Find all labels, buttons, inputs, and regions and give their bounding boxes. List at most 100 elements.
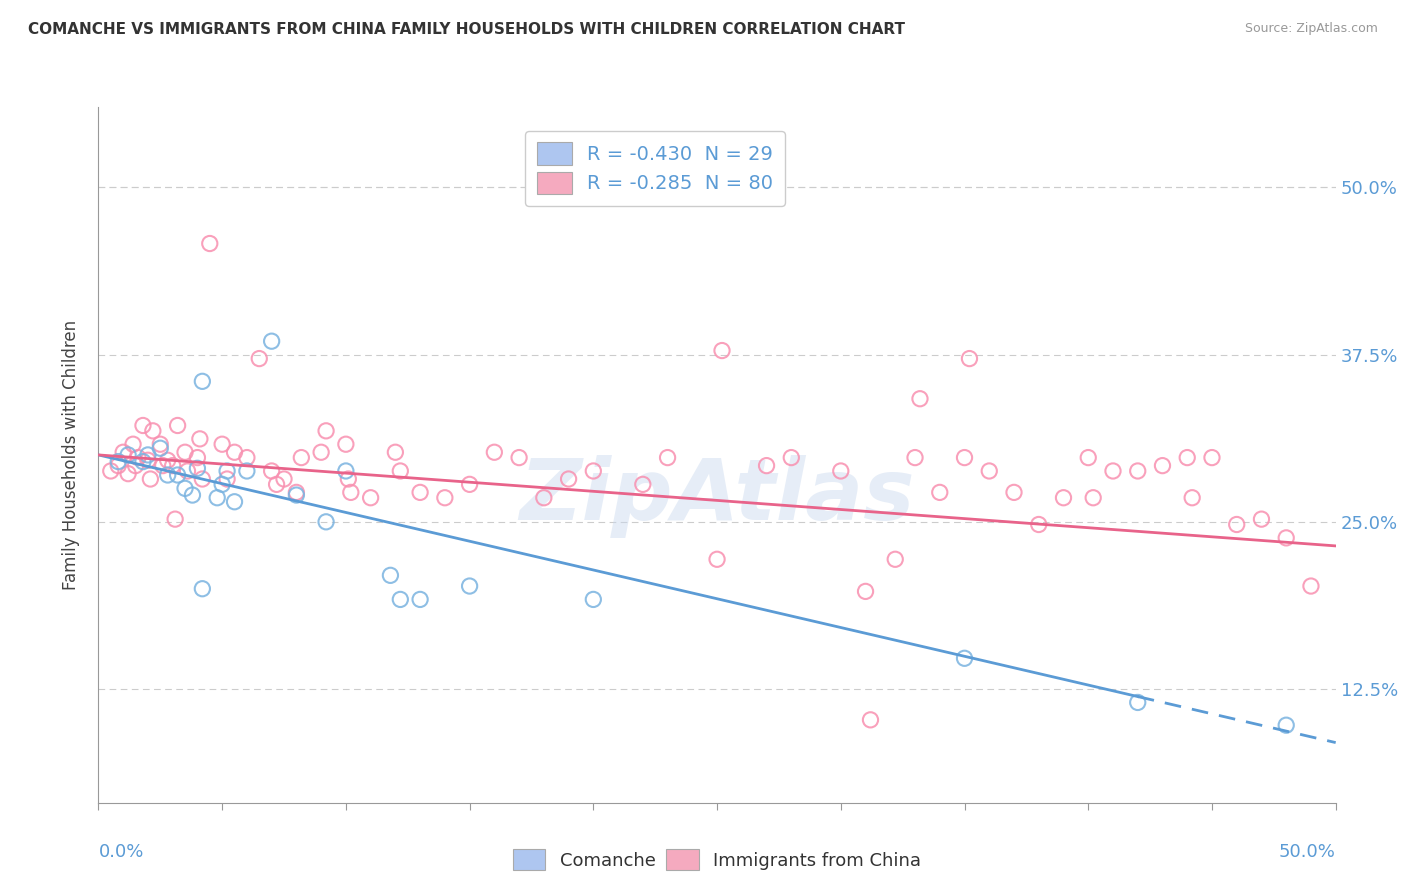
Point (198, 236, 221, 251)
Point (657, 450, 679, 465)
Point (211, 437, 233, 451)
Point (142, 424, 165, 438)
Point (508, 450, 530, 465)
Point (188, 432, 211, 446)
Point (236, 450, 259, 465)
Point (107, 455, 129, 469)
Point (1002, 485, 1025, 500)
Point (389, 464, 412, 478)
Point (335, 464, 357, 478)
Point (273, 472, 295, 486)
Point (884, 552, 907, 566)
Point (1275, 531, 1298, 545)
Point (384, 445, 406, 459)
Text: Source: ZipAtlas.com: Source: ZipAtlas.com (1244, 22, 1378, 36)
Point (1299, 579, 1322, 593)
Point (953, 450, 976, 465)
Point (582, 464, 605, 478)
Point (285, 488, 308, 502)
Point (315, 515, 337, 529)
Point (132, 455, 155, 469)
Point (186, 450, 208, 465)
Point (174, 445, 197, 459)
Point (908, 392, 931, 406)
Point (1126, 696, 1149, 710)
Point (360, 491, 382, 505)
Point (124, 458, 146, 473)
Point (1052, 491, 1074, 505)
Point (706, 552, 728, 566)
Point (290, 450, 312, 465)
Point (953, 651, 976, 665)
Point (1275, 718, 1298, 732)
Point (904, 450, 927, 465)
Point (152, 458, 174, 473)
Point (205, 491, 228, 505)
Point (855, 584, 877, 599)
Point (1250, 512, 1272, 526)
Point (117, 467, 139, 481)
Point (1083, 491, 1105, 505)
Point (1226, 517, 1249, 532)
Point (247, 351, 270, 366)
Point (217, 472, 239, 486)
Point (211, 477, 233, 491)
Point (780, 450, 803, 465)
Point (166, 468, 188, 483)
Point (166, 418, 188, 433)
Point (149, 437, 172, 451)
Point (156, 468, 179, 483)
Point (149, 442, 172, 456)
Point (337, 472, 360, 486)
Point (1152, 458, 1174, 473)
Point (176, 464, 198, 478)
Point (191, 375, 214, 389)
Point (136, 453, 159, 467)
Point (484, 445, 506, 459)
Text: 0.0%: 0.0% (98, 843, 143, 861)
Text: COMANCHE VS IMMIGRANTS FROM CHINA FAMILY HOUSEHOLDS WITH CHILDREN CORRELATION CH: COMANCHE VS IMMIGRANTS FROM CHINA FAMILY… (28, 22, 905, 37)
Point (389, 592, 412, 607)
Point (830, 464, 852, 478)
Point (1175, 450, 1198, 465)
Legend: Comanche, Immigrants from China: Comanche, Immigrants from China (506, 842, 928, 877)
Point (100, 464, 122, 478)
Text: ZipAtlas: ZipAtlas (519, 455, 915, 538)
Point (533, 491, 555, 505)
Point (582, 592, 605, 607)
Point (112, 445, 135, 459)
Point (458, 579, 481, 593)
Point (132, 418, 155, 433)
Point (755, 458, 778, 473)
Point (224, 494, 246, 508)
Point (1077, 450, 1099, 465)
Point (260, 334, 283, 349)
Point (191, 472, 214, 486)
Point (315, 424, 337, 438)
Point (380, 568, 402, 582)
Point (224, 445, 246, 459)
Point (165, 512, 187, 526)
Point (122, 437, 145, 451)
Point (458, 477, 481, 491)
Text: 50.0%: 50.0% (1279, 843, 1336, 861)
Point (191, 582, 214, 596)
Point (217, 464, 239, 478)
Point (127, 450, 149, 465)
Point (557, 472, 579, 486)
Point (859, 713, 882, 727)
Point (136, 448, 159, 462)
Point (162, 458, 184, 473)
Point (260, 464, 283, 478)
Point (409, 592, 432, 607)
Point (181, 488, 204, 502)
Point (711, 343, 734, 358)
Point (959, 351, 981, 366)
Point (1102, 464, 1125, 478)
Y-axis label: Family Households with Children: Family Households with Children (62, 320, 80, 590)
Point (1201, 450, 1223, 465)
Point (186, 461, 208, 475)
Point (1028, 517, 1050, 532)
Point (174, 482, 197, 496)
Point (340, 485, 363, 500)
